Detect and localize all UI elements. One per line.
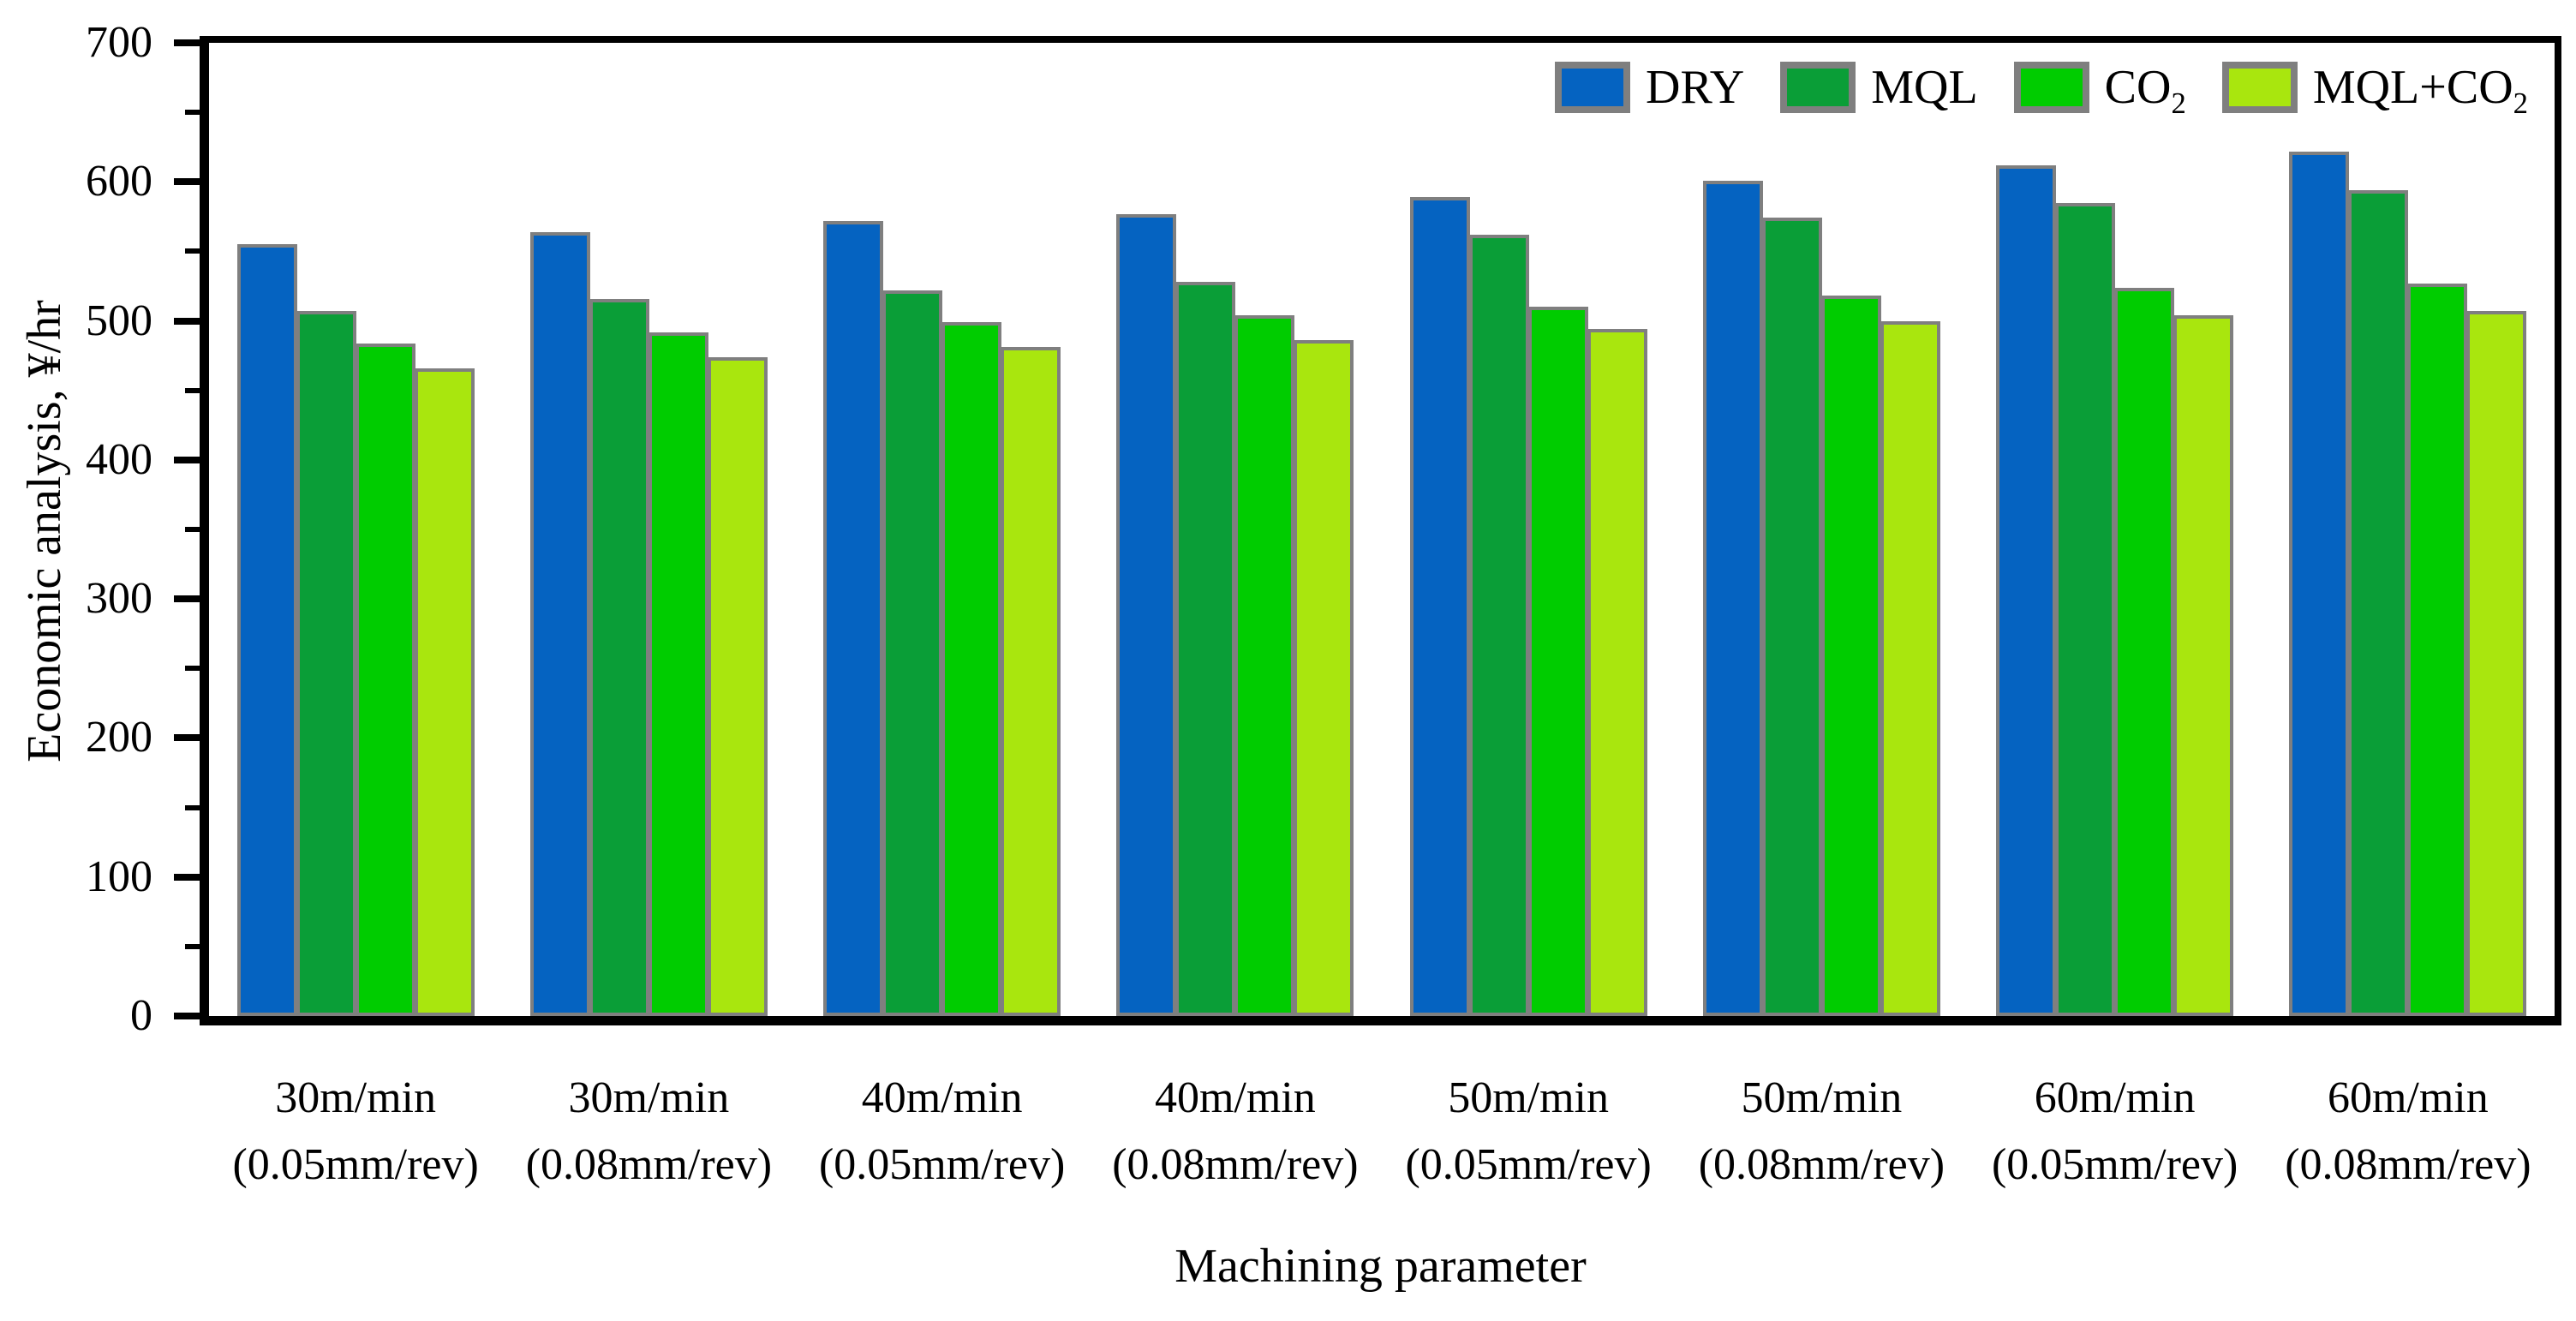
bar-dry-group2 [529, 232, 590, 1016]
bar-mql-group2 [589, 299, 649, 1016]
bar-co2-group3 [941, 322, 1002, 1016]
bar-mql-group3 [882, 290, 943, 1016]
legend-swatch-mql-co2 [2221, 62, 2298, 113]
x-axis-category-label: 30m/min (0.08mm/rev) [502, 1065, 795, 1198]
legend-item-mql: MQL [1780, 60, 1978, 115]
y-axis-tick-label: 600 [86, 157, 152, 206]
category-speed-label: 60m/min [2327, 1073, 2489, 1122]
x-axis-category-label: 60m/min (0.08mm/rev) [2262, 1065, 2555, 1198]
bar-dry-group7 [1996, 165, 2057, 1016]
category-feed-label: (0.08mm/rev) [1698, 1140, 1945, 1189]
bar-mql-co2-group4 [1294, 340, 1354, 1016]
bar-dry-group4 [1116, 214, 1177, 1016]
y-axis-major-tick [174, 1013, 200, 1019]
y-axis-tick-label: 0 [130, 991, 152, 1040]
legend-item-dry: DRY [1555, 60, 1744, 115]
legend-swatch-co2 [2013, 62, 2089, 113]
category-feed-label: (0.05mm/rev) [1405, 1140, 1652, 1189]
category-feed-label: (0.05mm/rev) [1991, 1140, 2238, 1189]
category-speed-label: 50m/min [1448, 1073, 1610, 1122]
legend-label-mql: MQL [1871, 61, 1978, 114]
bar-co2-group1 [355, 344, 415, 1016]
y-axis-major-tick [174, 734, 200, 742]
category-feed-label: (0.05mm/rev) [818, 1140, 1066, 1189]
y-axis-minor-tick [185, 248, 200, 254]
y-axis-minor-tick [185, 804, 200, 810]
legend: DRY MQL CO2 MQL+CO2 [1555, 53, 2528, 122]
bar-mql-group4 [1175, 282, 1236, 1016]
y-axis-minor-tick [185, 666, 200, 672]
y-axis-tick-label: 400 [86, 434, 152, 484]
category-feed-label: (0.08mm/rev) [525, 1140, 773, 1189]
bar-mql-co2-group5 [1587, 329, 1647, 1016]
y-axis-major-tick [174, 39, 200, 46]
y-axis-tick-label: 300 [86, 574, 152, 624]
bar-mql-co2-group1 [414, 368, 475, 1016]
bar-mql-co2-group6 [1880, 321, 1940, 1016]
x-axis-category-label: 40m/min (0.05mm/rev) [796, 1065, 1089, 1198]
bar-mql-group5 [1468, 235, 1529, 1016]
bar-dry-group3 [823, 221, 884, 1016]
legend-swatch-mql [1780, 62, 1856, 113]
y-axis-minor-tick [185, 527, 200, 532]
y-axis-major-tick [174, 873, 200, 881]
x-axis-category-label: 50m/min (0.05mm/rev) [1382, 1065, 1675, 1198]
category-feed-label: (0.08mm/rev) [1112, 1140, 1359, 1189]
y-axis-title: Economic analysis, ¥/hr [18, 300, 71, 762]
x-axis-category-label: 30m/min (0.05mm/rev) [209, 1065, 502, 1198]
bar-co2-group2 [648, 332, 708, 1016]
y-axis-major-tick [174, 317, 200, 325]
y-axis-major-tick [174, 456, 200, 463]
y-axis-minor-tick [185, 943, 200, 949]
legend-label-co2: CO2 [2104, 61, 2186, 121]
bar-co2-group8 [2407, 284, 2468, 1016]
category-speed-label: 40m/min [861, 1073, 1023, 1122]
y-axis-tick-label: 200 [86, 713, 152, 762]
y-axis-tick-label: 700 [86, 18, 152, 67]
x-axis-category-label: 50m/min (0.08mm/rev) [1675, 1065, 1968, 1198]
legend-item-co2: CO2 [2013, 60, 2186, 121]
bar-dry-group5 [1409, 197, 1470, 1016]
bar-dry-group8 [2289, 152, 2350, 1016]
category-feed-label: (0.05mm/rev) [232, 1140, 479, 1189]
category-speed-label: 50m/min [1741, 1073, 1903, 1122]
x-axis-category-label: 60m/min (0.05mm/rev) [1969, 1065, 2262, 1198]
bar-mql-co2-group2 [707, 357, 768, 1016]
bar-mql-co2-group8 [2466, 311, 2527, 1016]
legend-label-dry: DRY [1646, 61, 1745, 114]
legend-item-mql-co2: MQL+CO2 [2221, 60, 2528, 121]
y-axis-minor-tick [185, 387, 200, 393]
bar-co2-group4 [1234, 315, 1295, 1016]
bar-co2-group7 [2114, 288, 2175, 1016]
legend-label-mql-co2: MQL+CO2 [2312, 61, 2528, 121]
y-axis-tick-label: 500 [86, 296, 152, 345]
category-speed-label: 30m/min [568, 1073, 730, 1122]
bar-co2-group5 [1527, 307, 1588, 1016]
bar-dry-group1 [236, 244, 297, 1016]
x-axis-title: Machining parameter [1174, 1240, 1587, 1293]
bar-co2-group6 [1820, 296, 1881, 1016]
category-feed-label: (0.08mm/rev) [2285, 1140, 2531, 1189]
bar-dry-group6 [1702, 181, 1763, 1016]
category-speed-label: 30m/min [275, 1073, 437, 1122]
category-speed-label: 40m/min [1154, 1073, 1316, 1122]
y-axis-minor-tick [185, 110, 200, 116]
bar-mql-co2-group3 [1001, 347, 1061, 1016]
bar-mql-co2-group7 [2173, 315, 2234, 1016]
y-axis-tick-label: 100 [86, 852, 152, 901]
x-axis-category-label: 40m/min (0.08mm/rev) [1089, 1065, 1382, 1198]
bar-mql-group7 [2055, 203, 2116, 1016]
bar-mql-group8 [2348, 190, 2409, 1016]
y-axis-major-tick [174, 595, 200, 603]
bar-mql-group6 [1761, 218, 1822, 1016]
legend-swatch-dry [1555, 62, 1631, 113]
y-axis-major-tick [174, 178, 200, 186]
category-speed-label: 60m/min [2034, 1073, 2196, 1122]
bar-mql-group1 [296, 311, 356, 1016]
